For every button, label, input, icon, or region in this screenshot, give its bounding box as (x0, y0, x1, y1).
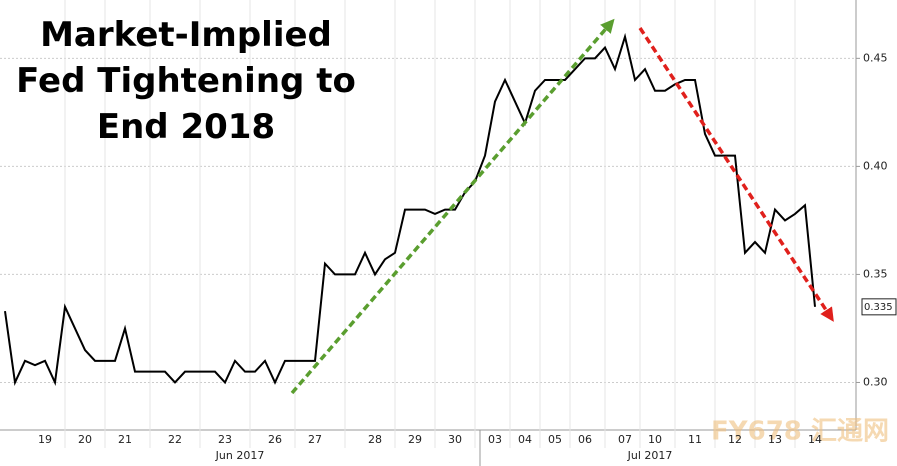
x-tick-label: 28 (368, 433, 382, 446)
last-value-box (861, 298, 897, 316)
y-tick-label: 0.30 (863, 375, 888, 388)
y-tick-label: 0.45 (863, 51, 888, 64)
x-tick-label: 06 (578, 433, 592, 446)
y-tick-label: 0.40 (863, 159, 888, 172)
x-tick-label: 21 (118, 433, 132, 446)
x-group-label: Jun 2017 (215, 449, 265, 462)
x-tick-label: 05 (548, 433, 562, 446)
x-tick-label: 22 (168, 433, 182, 446)
x-tick-label: 19 (38, 433, 52, 446)
x-group-label: Jul 2017 (627, 449, 673, 462)
x-tick-label: 29 (408, 433, 422, 446)
line-series (4, 32, 816, 387)
x-tick-label: 26 (268, 433, 282, 446)
x-tick-label: 12 (728, 433, 742, 446)
x-tick-label: 23 (218, 433, 232, 446)
x-tick-label: 03 (488, 433, 502, 446)
x-tick-label: 11 (688, 433, 702, 446)
x-tick-label: 07 (618, 433, 632, 446)
x-tick-label: 04 (518, 433, 532, 446)
x-tick-label: 14 (808, 433, 822, 446)
x-tick-label: 30 (448, 433, 462, 446)
x-tick-label: 27 (308, 433, 322, 446)
y-tick-label: 0.35 (863, 267, 888, 280)
last-value-label: 0.335 (864, 302, 893, 313)
chart-title: Market-Implied Fed Tightening to End 201… (16, 15, 356, 147)
trend-arrow-down (638, 27, 834, 322)
x-tick-label: 10 (648, 433, 662, 446)
x-tick-label: 13 (768, 433, 782, 446)
watermark: FY678 汇通网 (711, 417, 889, 447)
x-tick-label: 20 (78, 433, 92, 446)
trend-arrow-up (290, 18, 615, 395)
